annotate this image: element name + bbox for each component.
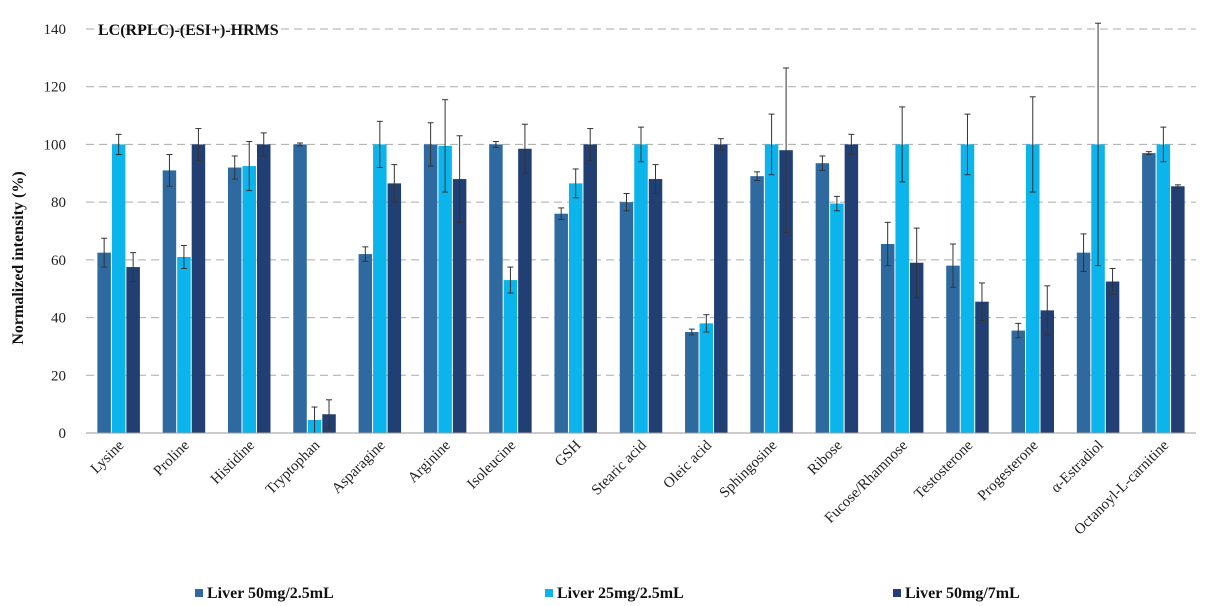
x-tick-label: Asparagine: [329, 437, 389, 497]
x-tick-label: Testosterone: [912, 437, 977, 502]
bar: [387, 183, 402, 433]
bar: [1040, 310, 1055, 433]
bar: [1156, 144, 1171, 433]
bar: [648, 179, 663, 433]
bar: [685, 332, 699, 433]
bar: [779, 150, 793, 433]
bar: [452, 179, 467, 433]
bar: [880, 243, 895, 433]
x-tick-labels: Lysine Proline Histidine Tryptophan Asparagi…: [88, 437, 1173, 538]
bar: [256, 144, 271, 433]
bar: [373, 144, 387, 433]
x-tick-label: Arginine: [405, 437, 454, 486]
bar: [844, 144, 859, 433]
bar: [503, 280, 518, 433]
x-tick-label: Tryptophan: [263, 437, 324, 498]
y-tick-label: 40: [51, 311, 66, 327]
bar: [909, 262, 924, 433]
x-tick-label: Progesterone: [975, 437, 1042, 504]
x-tick-label: Stearic acid: [589, 437, 650, 498]
x-tick-label: Histidine: [208, 437, 258, 487]
chart-title: LC(RPLC)-(ESI+)-HRMS: [98, 22, 279, 39]
bar: [1011, 330, 1026, 433]
gridlines: [86, 28, 1196, 376]
legend-label: Liver 50mg/2.5mL: [207, 585, 334, 602]
bar: [358, 254, 373, 433]
bar: [699, 323, 714, 433]
legend-swatch: [195, 589, 203, 597]
y-tick-label: 100: [44, 137, 67, 153]
x-tick-label: Sphingosine: [717, 437, 781, 501]
bar: [634, 144, 648, 433]
x-tick-label: Lysine: [88, 437, 128, 477]
bar: [97, 252, 111, 433]
bar: [293, 144, 307, 433]
bar: [1026, 144, 1040, 433]
bar: [946, 265, 960, 433]
bar: [1091, 144, 1105, 433]
bar: [191, 144, 206, 433]
bar: [423, 144, 438, 433]
x-tick-label: Ribose: [805, 437, 846, 478]
legend-label: Liver 50mg/7mL: [905, 585, 1020, 602]
bar: [518, 148, 532, 433]
bar: [111, 144, 126, 433]
y-axis-label: Normalized intensity (%): [10, 171, 27, 344]
bar: [162, 170, 177, 433]
bar: [714, 144, 728, 433]
bar: [126, 267, 140, 433]
bar: [750, 176, 764, 433]
bar: [815, 163, 830, 433]
x-tick-label: GSH: [552, 437, 585, 470]
x-tick-label: Proline: [151, 437, 193, 479]
bar: [489, 144, 503, 433]
bar: [895, 144, 909, 433]
legend: Liver 50mg/2.5mL Liver 25mg/2.5mL Liver 50…: [195, 585, 1020, 602]
y-tick-label: 140: [44, 22, 67, 38]
bars: [97, 22, 1185, 434]
bar: [568, 183, 583, 433]
bar: [619, 202, 634, 433]
legend-swatch: [893, 589, 901, 597]
x-tick-label: Isoleucine: [464, 437, 519, 492]
x-tick-label: Oleic acid: [661, 437, 716, 492]
y-tick-label: 120: [44, 80, 67, 96]
bar: [438, 145, 452, 433]
bar: [1142, 153, 1156, 434]
y-tick-label: 20: [51, 368, 66, 384]
y-tick-label: 80: [51, 195, 66, 211]
bar: [960, 144, 975, 433]
legend-label: Liver 25mg/2.5mL: [557, 585, 684, 602]
bar: [242, 166, 256, 434]
bar: [764, 144, 779, 433]
y-tick-label: 0: [59, 426, 67, 442]
x-tick-label: α-Estradiol: [1048, 438, 1107, 497]
bar: [1171, 186, 1185, 433]
bar: [554, 213, 568, 433]
bar: [1105, 281, 1120, 433]
y-tick-label: 60: [51, 253, 66, 269]
legend-swatch: [545, 589, 553, 597]
bar: [830, 203, 844, 433]
bar: [975, 301, 989, 433]
y-tick-labels: 0 20 40 60 80 100 120 140: [44, 22, 67, 442]
bar: [583, 144, 597, 433]
bar: [1076, 252, 1091, 433]
bar: [177, 256, 191, 433]
bar: [227, 167, 242, 433]
